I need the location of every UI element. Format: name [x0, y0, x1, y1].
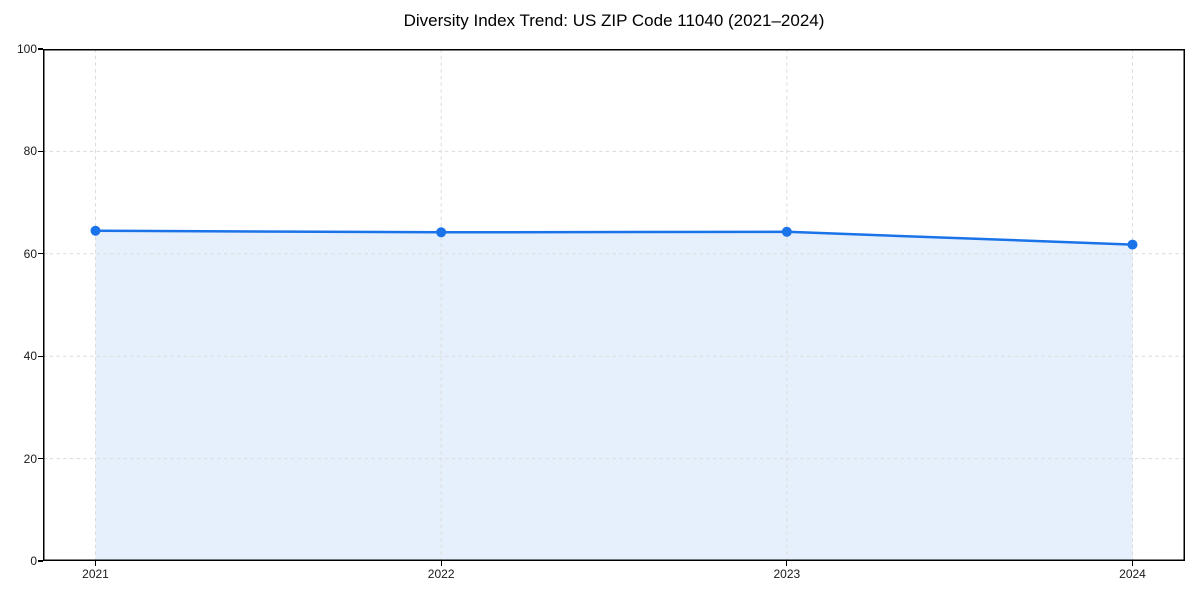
y-tick-label: 60	[23, 246, 37, 261]
y-tick	[38, 48, 43, 50]
x-tick	[1131, 561, 1134, 566]
area-fill	[95, 230, 1133, 561]
data-point-marker	[1127, 239, 1138, 250]
chart-title: Diversity Index Trend: US ZIP Code 11040…	[403, 11, 825, 30]
line-chart-svg	[43, 49, 1185, 561]
y-tick-label: 0	[30, 554, 37, 568]
x-tick-label: 2022	[427, 567, 455, 581]
plot-area	[43, 49, 1185, 561]
x-tick-label: 2023	[773, 567, 801, 581]
x-tick	[786, 561, 788, 566]
x-tick-label: 2021	[82, 567, 109, 581]
x-tick-label: 2024	[1119, 567, 1146, 581]
y-tick-label: 20	[23, 451, 37, 466]
y-tick-label: 80	[23, 144, 37, 159]
data-point-marker	[436, 227, 447, 238]
y-tick	[38, 355, 43, 357]
y-tick	[38, 560, 43, 562]
y-tick-label: 40	[23, 349, 37, 364]
data-point-marker	[781, 226, 792, 237]
trend-line	[94, 229, 1134, 246]
y-tick	[38, 150, 43, 152]
x-tick	[94, 561, 97, 566]
axes-spine	[43, 49, 1185, 561]
x-tick	[440, 561, 442, 566]
data-point-marker	[90, 225, 101, 236]
y-tick-label: 100	[16, 42, 37, 56]
y-tick	[38, 253, 43, 255]
y-tick	[38, 458, 43, 460]
